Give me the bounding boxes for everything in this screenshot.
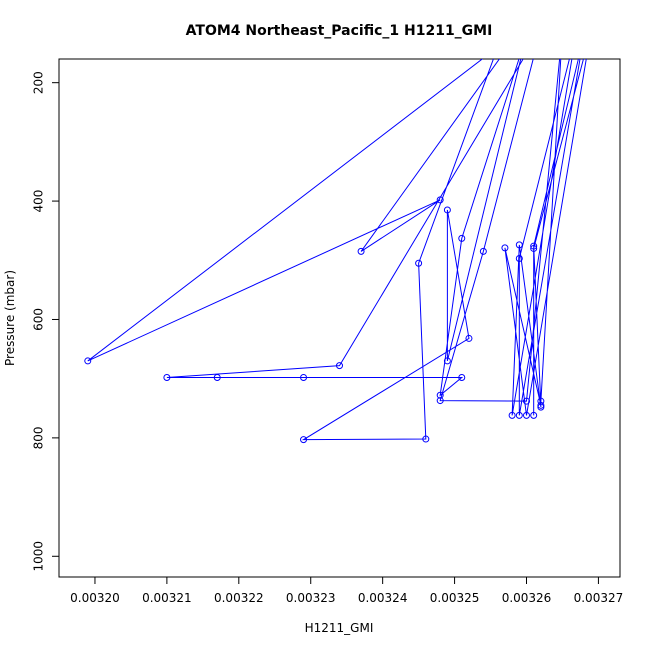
y-tick-label: 200 (32, 71, 46, 94)
data-point (84, 357, 92, 365)
data-point (436, 397, 444, 405)
y-tick-label: 400 (32, 190, 46, 213)
x-tick-label: 0.00325 (430, 591, 480, 605)
x-tick-label: 0.00321 (142, 591, 192, 605)
x-tick-label: 0.00320 (70, 591, 120, 605)
x-axis-label: H1211_GMI (305, 621, 374, 635)
data-point (501, 244, 509, 252)
data-point (300, 374, 308, 381)
data-point (300, 436, 308, 444)
x-tick-label: 0.00322 (214, 591, 264, 605)
data-point (523, 411, 530, 419)
data-point (530, 242, 538, 250)
x-tick-label: 0.00324 (358, 591, 408, 605)
data-point (515, 241, 523, 249)
series-layer (84, 59, 587, 444)
data-point (415, 259, 423, 267)
series-line (87, 59, 587, 441)
y-tick-label: 800 (32, 426, 46, 449)
data-point (537, 401, 545, 409)
data-point (213, 374, 221, 381)
data-point (508, 411, 516, 419)
data-point (530, 411, 538, 419)
data-point (357, 247, 365, 255)
y-tick-label: 1000 (32, 541, 46, 572)
data-point (443, 357, 451, 365)
data-point (458, 234, 466, 242)
data-point (422, 435, 430, 443)
data-point (436, 196, 444, 204)
data-point (336, 362, 343, 370)
data-point (523, 397, 530, 405)
x-tick-label: 0.00326 (502, 591, 552, 605)
data-point (465, 334, 473, 342)
data-point (163, 374, 171, 381)
data-point (479, 247, 487, 255)
x-tick-label: 0.00323 (286, 591, 336, 605)
data-point (515, 255, 523, 262)
y-axis-label: Pressure (mbar) (3, 270, 17, 366)
x-tick-label: 0.00327 (574, 591, 624, 605)
y-axis: 200 400 600 800 1000 (32, 71, 60, 572)
data-point (443, 206, 451, 214)
data-point (436, 391, 444, 399)
y-tick-label: 600 (32, 308, 46, 331)
x-axis: 0.00320 0.00321 0.00322 0.00323 0.00324 0.003… (70, 576, 624, 605)
data-point (515, 411, 523, 419)
chart-title: ATOM4 Northeast_Pacific_1 H1211_GMI (186, 23, 493, 39)
data-point (458, 374, 466, 381)
data-point (530, 244, 538, 252)
